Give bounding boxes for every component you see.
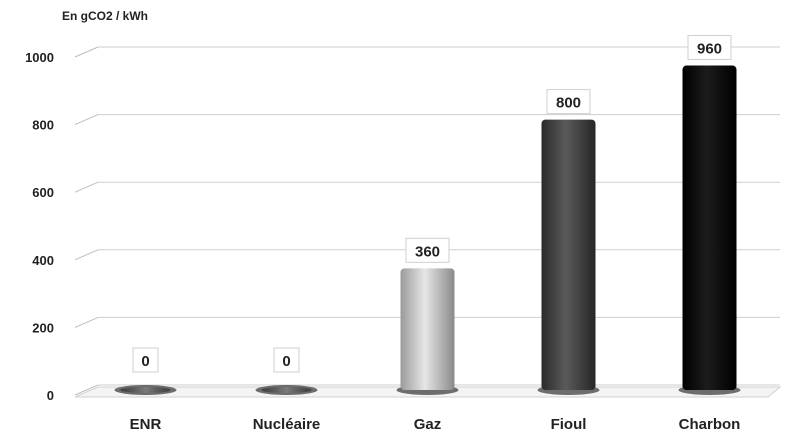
- category-label: Fioul: [551, 416, 587, 433]
- category-labels: ENR Nucléaire Gaz Fioul Charbon: [130, 416, 741, 433]
- gridline-diagonal: [74, 316, 99, 328]
- y-tick-label: 600: [32, 185, 54, 200]
- y-tick-label: 400: [32, 253, 54, 268]
- bar: [541, 119, 596, 390]
- data-label: 960: [697, 41, 722, 58]
- y-tick-label: 0: [47, 388, 54, 403]
- bar: [261, 387, 312, 393]
- y-tick-label: 800: [32, 118, 54, 133]
- data-labels: 0 0 360 800 960: [132, 35, 732, 373]
- bar: [400, 268, 455, 390]
- bar: [682, 65, 737, 391]
- bars: [114, 65, 741, 395]
- y-tick-label: 200: [32, 320, 54, 335]
- data-label: 0: [282, 353, 290, 370]
- data-label-box: [273, 347, 300, 373]
- gridline-diagonal: [74, 114, 99, 126]
- category-label: Gaz: [414, 416, 442, 433]
- category-label: Nucléaire: [253, 416, 321, 433]
- y-tick-label: 1000: [25, 50, 54, 65]
- category-label: ENR: [130, 416, 162, 433]
- data-label-box: [405, 237, 450, 263]
- data-label-box: [687, 35, 732, 61]
- bar: [120, 387, 171, 393]
- y-tick-labels: 0 200 400 600 800 1000: [25, 50, 54, 403]
- data-label: 360: [415, 243, 440, 260]
- gridline-diagonal: [74, 46, 99, 58]
- data-label: 0: [141, 353, 149, 370]
- data-label-box: [546, 89, 591, 115]
- gridline-diagonal: [74, 181, 99, 193]
- data-label-box: [132, 347, 159, 373]
- gridline-diagonal: [74, 384, 99, 396]
- category-label: Charbon: [679, 416, 741, 433]
- gridline-diagonal: [74, 249, 99, 261]
- y-unit-label: En gCO2 / kWh: [62, 9, 148, 23]
- data-label: 800: [556, 95, 581, 112]
